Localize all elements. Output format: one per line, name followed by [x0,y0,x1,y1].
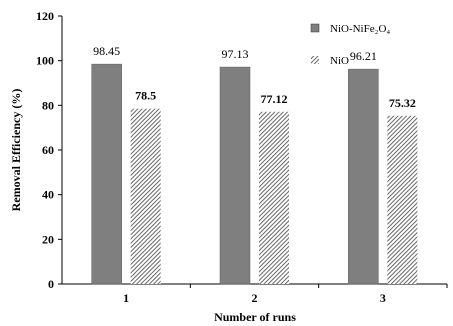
data-label: 96.21 [350,49,377,63]
data-label: 77.12 [261,92,288,106]
y-axis-ticks: 0 20 40 60 80 100 120 [36,9,62,291]
legend-swatch-nio-nife2o4 [310,23,320,33]
y-tick-label: 40 [42,188,54,202]
y-tick-label: 20 [42,232,54,246]
x-tick-label: 1 [123,291,129,305]
x-axis-label: Number of runs [214,310,296,324]
data-label: 75.32 [389,96,416,110]
data-label: 98.45 [93,44,120,58]
y-tick-label: 60 [42,143,54,157]
legend-label-nio-nife2o4: NiO-NiFe₂O₄ [330,23,390,35]
bar-nio-nife2o4-run-1 [91,63,122,285]
data-label: 78.5 [135,89,156,103]
y-tick-label: 0 [48,277,54,291]
y-tick-label: 80 [42,98,54,112]
bar-nio-run-1 [130,108,161,284]
data-labels: 98.45 78.5 97.13 77.12 96.21 75.32 [93,44,416,110]
y-tick-label: 120 [36,9,54,23]
x-axis-ticks: 1 2 3 [123,284,448,305]
x-tick-label: 2 [252,291,258,305]
bar-nio-nife2o4-run-2 [219,66,251,285]
y-tick-label: 100 [36,54,54,68]
legend-swatch-nio [311,56,319,64]
legend-label-nio: NiO [330,55,349,67]
y-axis-label: Removal Efficiency (%) [9,89,23,212]
bar-nio-run-2 [259,111,289,284]
bar-nio-run-3 [387,115,418,284]
legend: NiO-NiFe₂O₄ NiO [310,23,390,67]
bars [91,63,418,285]
bar-nio-nife2o4-run-3 [348,68,379,285]
x-tick-label: 3 [380,291,386,305]
data-label: 97.13 [222,47,249,61]
